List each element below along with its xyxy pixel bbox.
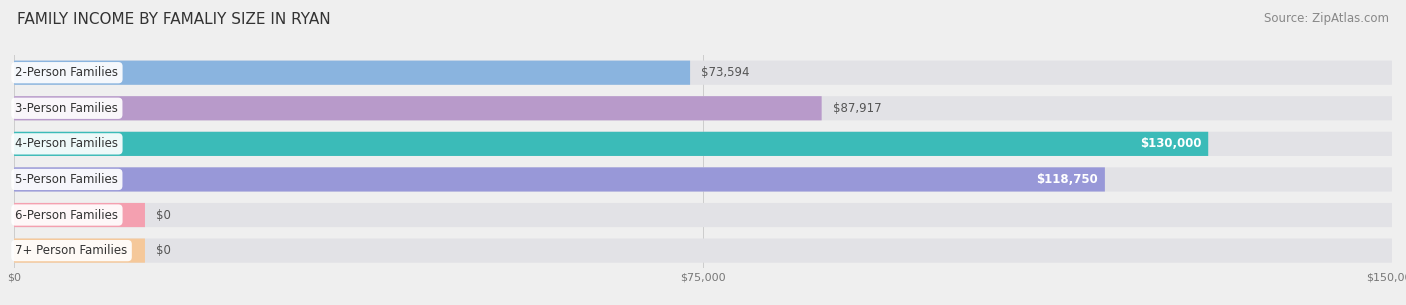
FancyBboxPatch shape: [14, 61, 1392, 85]
Text: 6-Person Families: 6-Person Families: [15, 209, 118, 221]
Text: 2-Person Families: 2-Person Families: [15, 66, 118, 79]
Text: 4-Person Families: 4-Person Families: [15, 137, 118, 150]
Text: $0: $0: [156, 209, 172, 221]
FancyBboxPatch shape: [14, 239, 145, 263]
FancyBboxPatch shape: [14, 203, 1392, 227]
Text: $118,750: $118,750: [1036, 173, 1098, 186]
Text: 7+ Person Families: 7+ Person Families: [15, 244, 128, 257]
FancyBboxPatch shape: [14, 96, 821, 120]
FancyBboxPatch shape: [14, 132, 1392, 156]
FancyBboxPatch shape: [14, 167, 1392, 192]
Text: 5-Person Families: 5-Person Families: [15, 173, 118, 186]
FancyBboxPatch shape: [14, 61, 690, 85]
FancyBboxPatch shape: [14, 239, 1392, 263]
FancyBboxPatch shape: [14, 96, 1392, 120]
Text: $87,917: $87,917: [832, 102, 882, 115]
Text: $0: $0: [156, 244, 172, 257]
Text: $73,594: $73,594: [702, 66, 749, 79]
Text: 3-Person Families: 3-Person Families: [15, 102, 118, 115]
Text: FAMILY INCOME BY FAMALIY SIZE IN RYAN: FAMILY INCOME BY FAMALIY SIZE IN RYAN: [17, 12, 330, 27]
FancyBboxPatch shape: [14, 167, 1105, 192]
Text: Source: ZipAtlas.com: Source: ZipAtlas.com: [1264, 12, 1389, 25]
FancyBboxPatch shape: [14, 132, 1208, 156]
Text: $130,000: $130,000: [1140, 137, 1201, 150]
FancyBboxPatch shape: [14, 203, 145, 227]
